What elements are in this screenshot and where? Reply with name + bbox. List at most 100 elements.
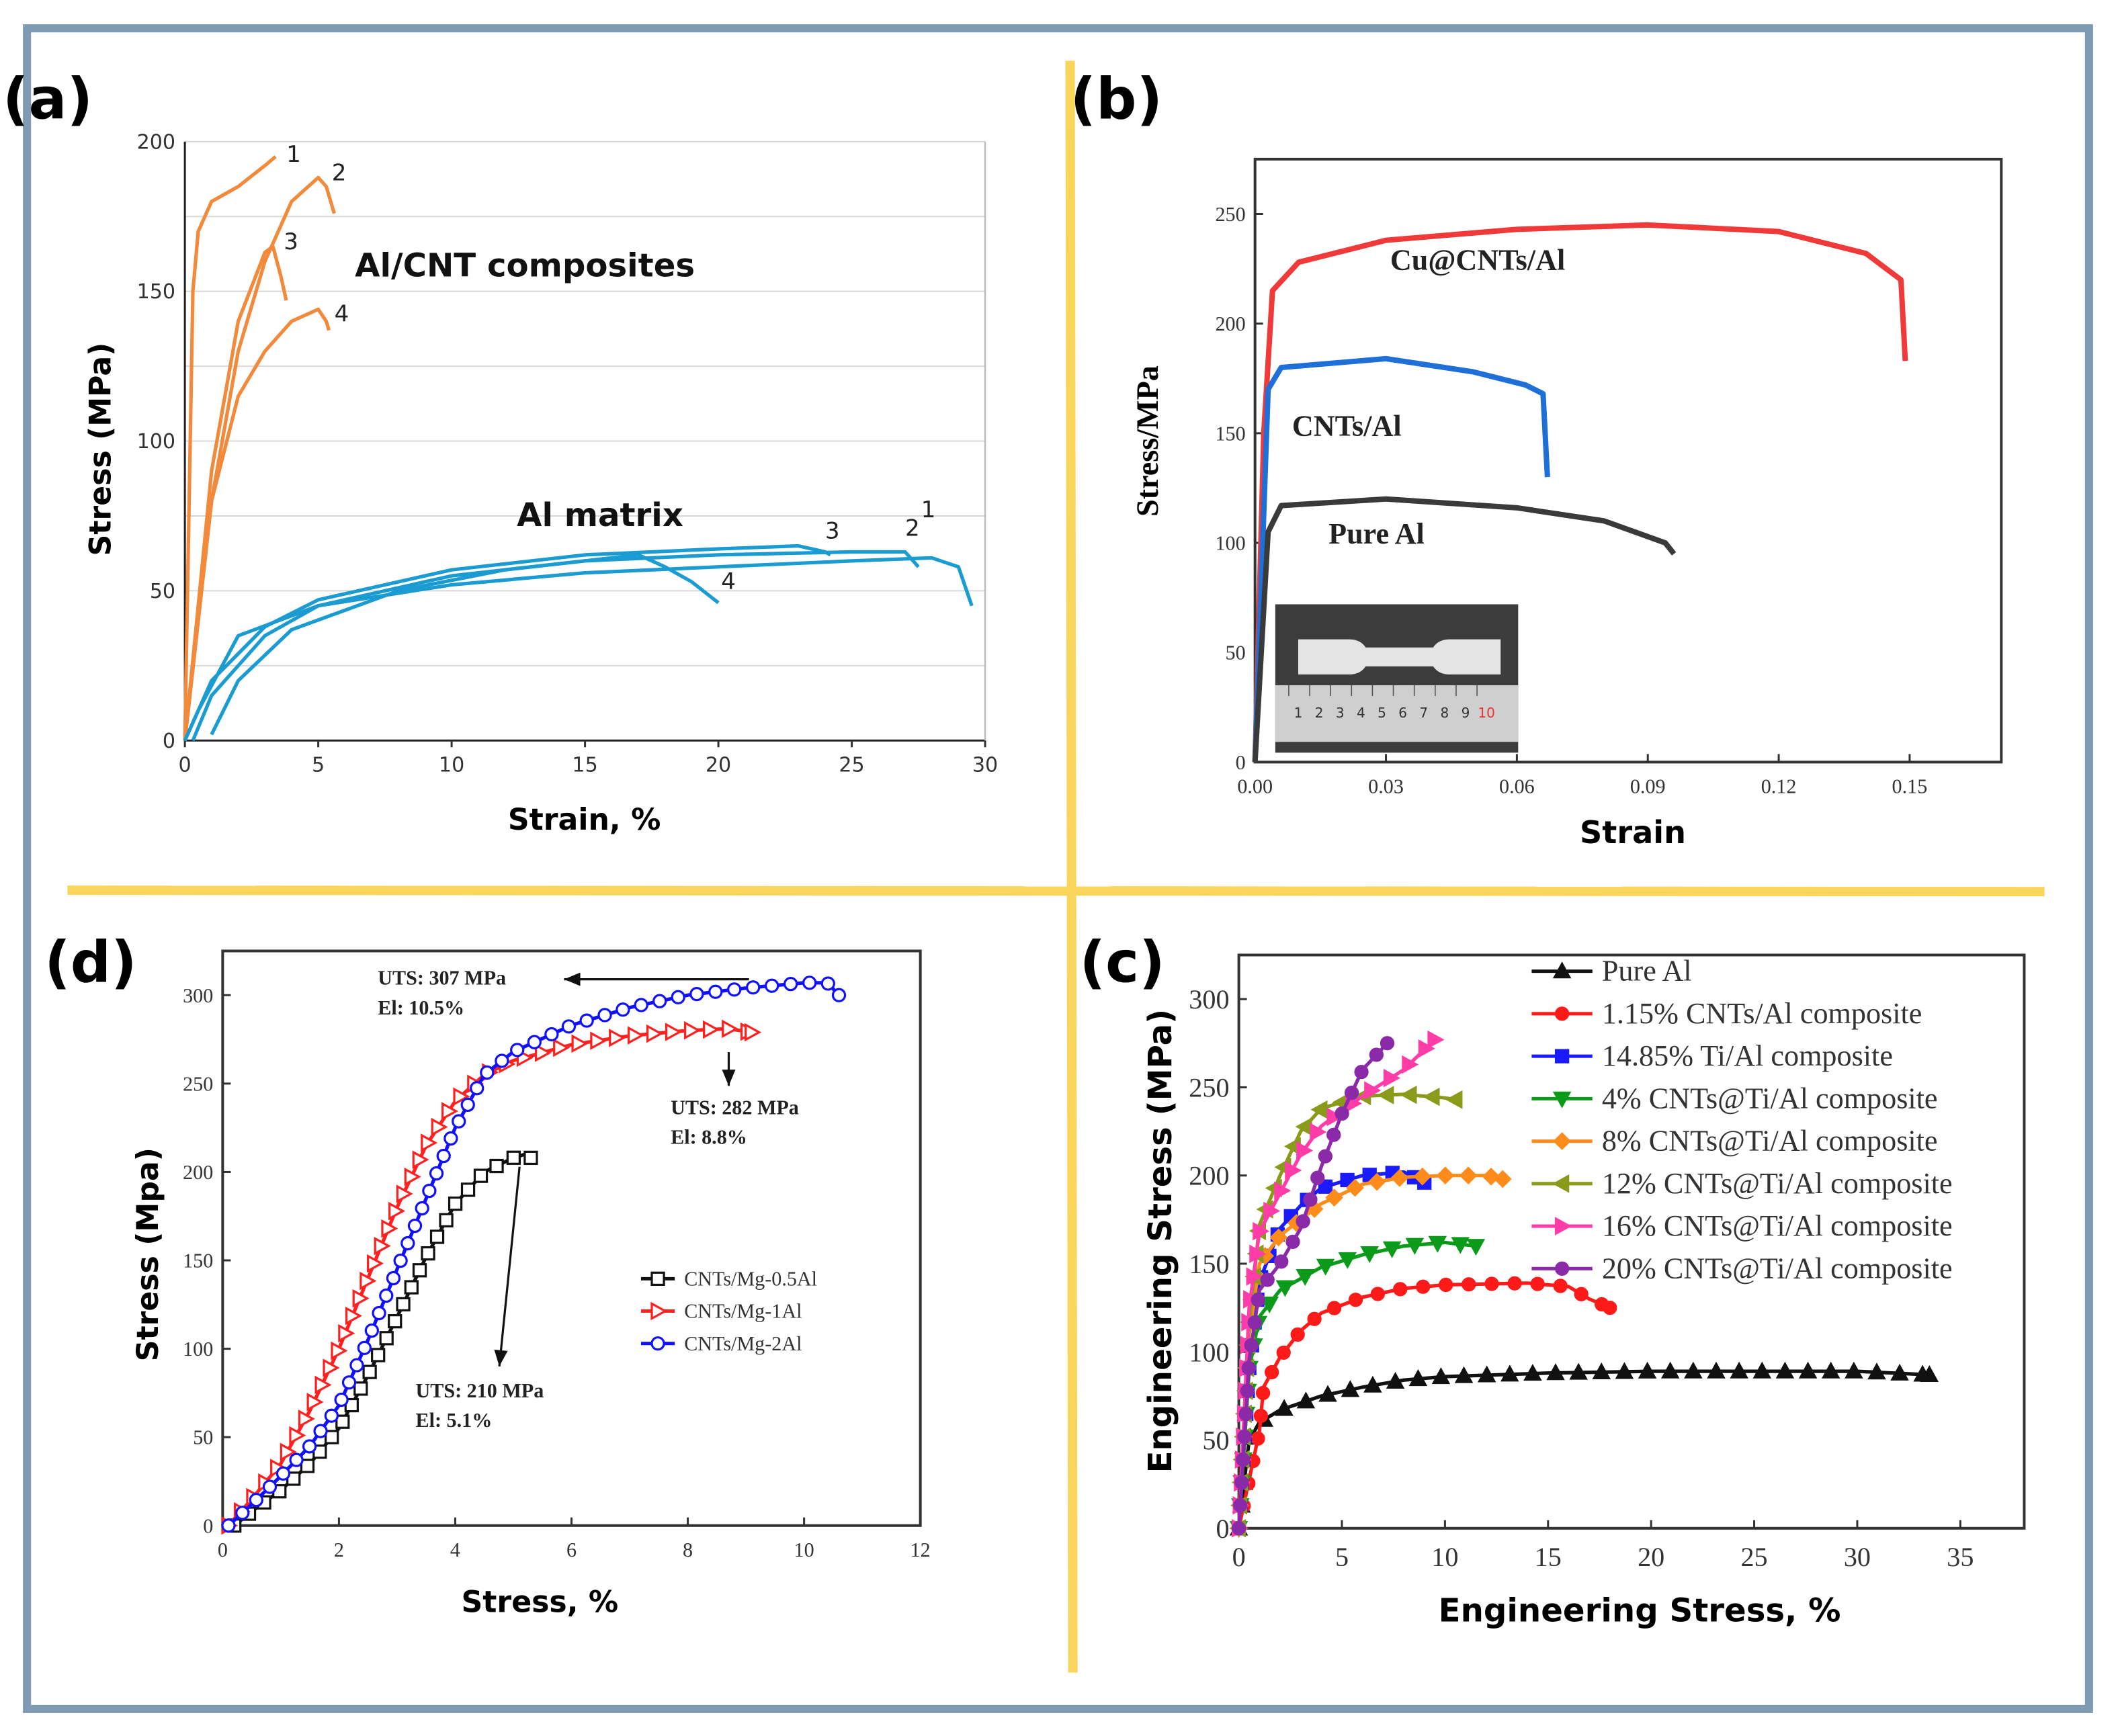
data-point-marker xyxy=(379,1288,394,1303)
data-point-marker xyxy=(1246,1267,1263,1286)
chart-panel-a: 0 50 100 150 200 0 5 10 15 20 25 30 Strain, % Stress … xyxy=(84,130,999,836)
data-point-marker xyxy=(1310,1123,1327,1141)
data-point-marker xyxy=(448,1197,463,1211)
x-tick-label: 15 xyxy=(572,753,597,777)
legend-label: 16% CNTs@Ti/Al composite xyxy=(1602,1209,1953,1242)
x-tick-label: 10 xyxy=(439,753,464,777)
data-point-marker xyxy=(652,994,667,1008)
x-tick-label: 35 xyxy=(1947,1542,1974,1572)
legend-label: CNTs/Mg-1Al xyxy=(684,1300,802,1323)
y-tick-label: 0 xyxy=(1216,1514,1229,1544)
plot-frame xyxy=(1253,157,2003,764)
y-tick-label: 300 xyxy=(183,984,213,1007)
data-point-marker xyxy=(396,1184,413,1203)
data-point-marker xyxy=(436,1148,451,1164)
series-line-0 xyxy=(1252,222,1908,763)
curve-label: Pure Al xyxy=(1328,517,1425,550)
data-point-marker xyxy=(1707,1361,1726,1379)
data-point-marker xyxy=(452,1114,466,1129)
group-label: Al matrix xyxy=(517,496,683,534)
data-point-marker xyxy=(1615,1362,1634,1379)
data-point-marker xyxy=(1752,1361,1772,1379)
arrow-uts-210-head xyxy=(494,1349,508,1366)
series-line-2 xyxy=(1252,496,1677,763)
data-point-marker xyxy=(1660,1361,1680,1379)
data-point-marker xyxy=(1730,1361,1748,1379)
y-tick-label: 200 xyxy=(1189,1161,1229,1191)
data-point-marker xyxy=(460,1097,475,1113)
y-tick-label: 100 xyxy=(1215,532,1245,555)
data-point-marker xyxy=(1484,1276,1499,1291)
x-tick-label: 20 xyxy=(1638,1542,1664,1572)
legend-marker xyxy=(1552,1174,1570,1193)
panel-label-a: (a) xyxy=(3,67,93,132)
data-point-marker xyxy=(534,1043,552,1062)
data-point-marker xyxy=(616,1002,630,1017)
x-tick-label: 0 xyxy=(1232,1542,1246,1572)
data-point-marker xyxy=(1500,1364,1519,1382)
data-point-marker xyxy=(1275,1399,1294,1416)
data-point-marker xyxy=(439,1213,454,1227)
data-point-marker xyxy=(831,988,847,1002)
legend-label: 4% CNTs@Ti/Al composite xyxy=(1602,1082,1938,1115)
data-point-marker xyxy=(646,1024,663,1043)
legend-marker xyxy=(1554,1049,1570,1064)
data-point-marker xyxy=(1408,1369,1428,1387)
legend-marker xyxy=(1552,1091,1572,1109)
data-point-marker xyxy=(1253,1408,1269,1424)
data-point-marker xyxy=(489,1158,504,1174)
data-point-marker xyxy=(1269,1228,1288,1247)
data-point-marker xyxy=(1238,1406,1253,1422)
data-point-marker xyxy=(386,1270,401,1286)
legend-marker xyxy=(1554,1006,1570,1021)
x-tick-label: 6 xyxy=(566,1538,577,1561)
data-point-marker xyxy=(470,1081,484,1096)
data-point-marker xyxy=(473,1168,489,1183)
data-point-marker xyxy=(571,1034,589,1053)
data-point-marker xyxy=(746,980,761,995)
data-point-marker xyxy=(460,1182,476,1197)
y-tick-label: 0 xyxy=(1236,751,1246,774)
legend-label: 20% CNTs@Ti/Al composite xyxy=(1602,1252,1953,1285)
data-point-marker xyxy=(1247,1315,1262,1330)
data-point-marker xyxy=(1603,1300,1617,1315)
data-point-marker xyxy=(1318,1149,1332,1164)
x-tick-label: 15 xyxy=(1535,1542,1562,1572)
y-tick-label: 300 xyxy=(1189,984,1229,1014)
chart-panel-d: 0 50 100 150 200 250 300 0 2 4 6 8 10 12 Stress, % Stre… xyxy=(131,949,931,1619)
x-tick-label: 8 xyxy=(683,1538,693,1561)
data-point-marker xyxy=(1296,1268,1314,1287)
x-axis-label: Strain, % xyxy=(508,803,661,837)
legend-marker xyxy=(650,1271,665,1287)
data-point-marker xyxy=(415,1201,429,1216)
uts-annotation: El: 5.1% xyxy=(416,1409,493,1432)
y-tick-label: 150 xyxy=(183,1250,213,1272)
data-point-marker xyxy=(1340,1172,1355,1188)
y-tick-label: 250 xyxy=(183,1072,213,1095)
data-point-marker xyxy=(289,1452,304,1467)
data-point-marker xyxy=(1348,1293,1363,1307)
data-point-marker xyxy=(313,1424,328,1438)
data-point-marker xyxy=(1341,1380,1360,1397)
legend-marker xyxy=(1553,1132,1571,1150)
curve-label: 2 xyxy=(332,159,347,186)
data-point-marker xyxy=(1260,1272,1275,1287)
data-point-marker xyxy=(1684,1361,1703,1379)
data-point-marker xyxy=(708,984,723,999)
legend-label: 12% CNTs@Ti/Al composite xyxy=(1602,1167,1953,1200)
y-tick-label: 0 xyxy=(163,730,175,753)
y-tick-label: 50 xyxy=(150,580,175,603)
data-point-marker xyxy=(388,1201,406,1221)
y-tick-label: 250 xyxy=(1215,203,1245,226)
data-point-marker xyxy=(453,1087,470,1106)
data-point-marker xyxy=(1296,1391,1316,1409)
data-point-marker xyxy=(510,1043,525,1057)
x-tick-label: 4 xyxy=(450,1538,460,1561)
data-point-marker xyxy=(1296,1141,1314,1160)
series-line-4 xyxy=(183,556,974,742)
y-axis-label: Engineering Stress (MPa) xyxy=(1142,1009,1179,1473)
data-point-marker xyxy=(1482,1167,1500,1186)
data-point-marker xyxy=(1310,1170,1325,1185)
data-point-marker xyxy=(1413,1167,1432,1186)
